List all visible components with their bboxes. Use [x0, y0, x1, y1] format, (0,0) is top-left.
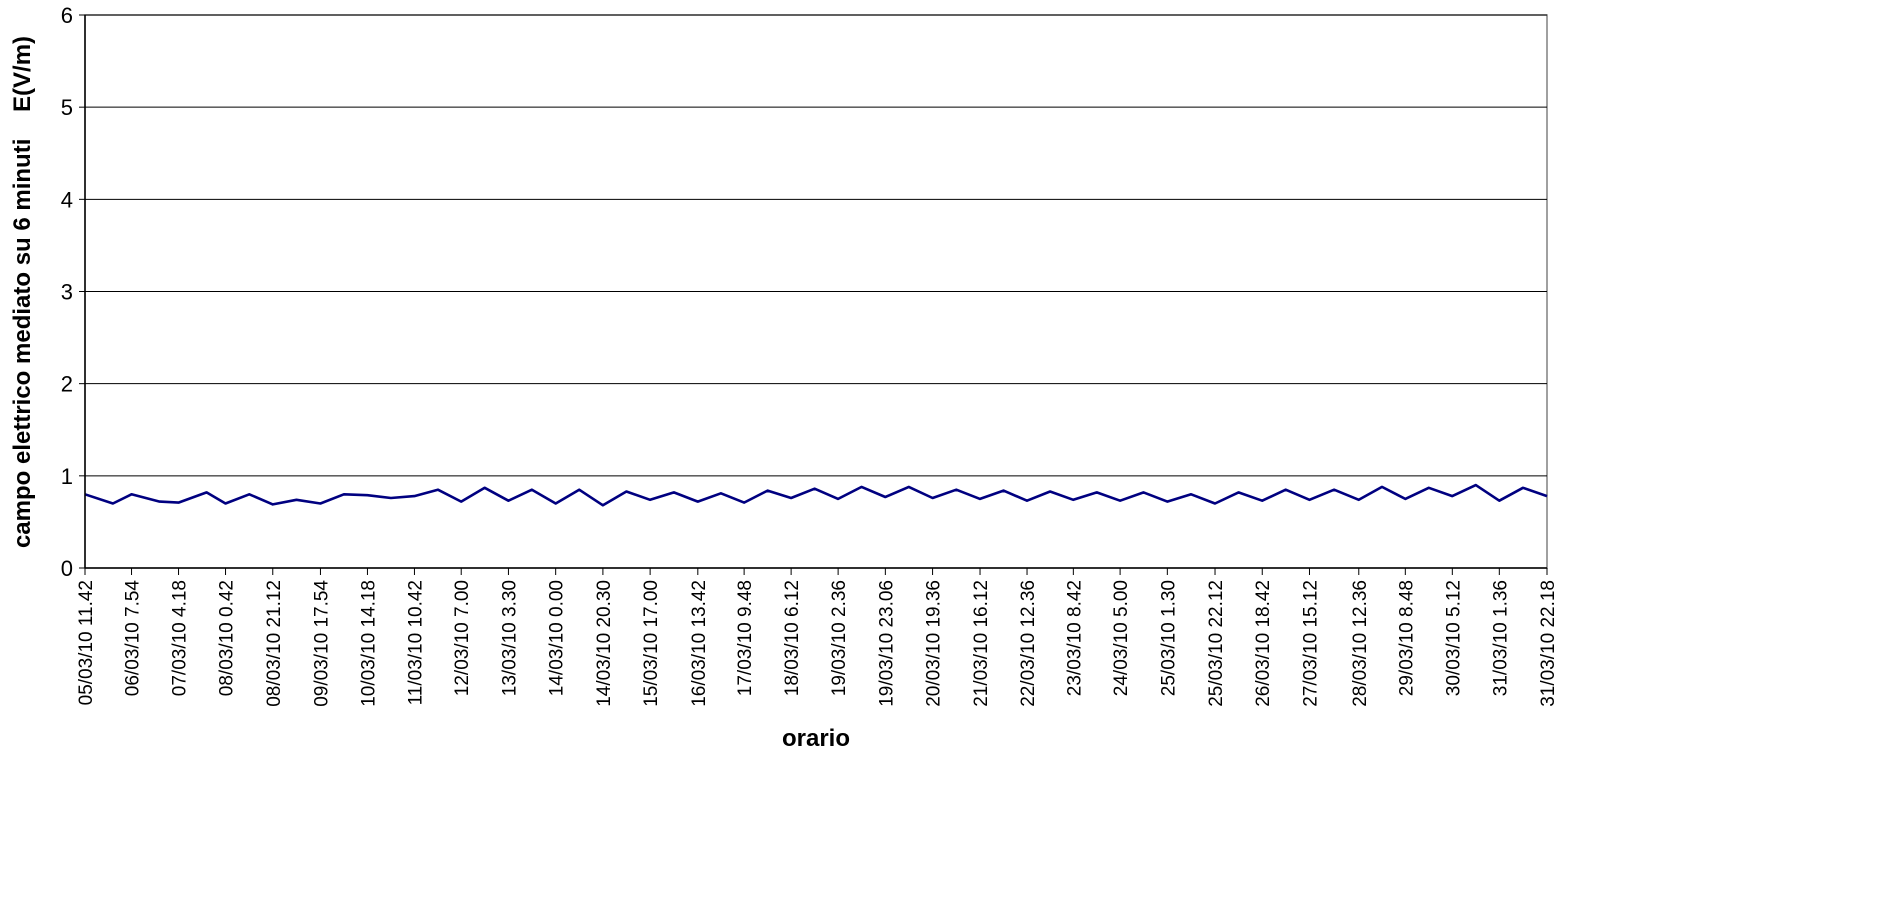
x-tick-label: 09/03/10 17.54: [311, 580, 332, 707]
x-tick-label: 22/03/10 12.36: [1018, 580, 1039, 707]
y-tick-label: 5: [61, 95, 73, 120]
x-tick-label: 05/03/10 11.42: [76, 580, 97, 705]
x-tick-label: 08/03/10 0.42: [217, 580, 238, 696]
x-tick-label: 26/03/10 18.42: [1253, 580, 1274, 707]
x-tick-label: 19/03/10 23.06: [876, 580, 897, 707]
y-tick-label: 3: [61, 280, 73, 305]
x-tick-label: 19/03/10 2.36: [829, 580, 850, 696]
x-tick-label: 23/03/10 8.42: [1064, 580, 1085, 696]
x-tick-label: 14/03/10 20.30: [594, 580, 615, 707]
x-tick-label: 14/03/10 0.00: [547, 580, 568, 696]
x-tick-label: 25/03/10 22.12: [1206, 580, 1227, 707]
x-tick-label: 10/03/10 14.18: [358, 580, 379, 707]
x-tick-label: 20/03/10 19.36: [924, 580, 945, 707]
gridlines: [85, 14, 1547, 477]
y-tick-label: 4: [61, 187, 73, 212]
x-tick-label: 12/03/10 7.00: [452, 580, 473, 696]
x-tick-label: 08/03/10 21.12: [264, 580, 285, 707]
x-tick-label: 17/03/10 9.48: [735, 580, 756, 696]
series-line: [84, 483, 1548, 507]
x-tick-label: 15/03/10 17.00: [641, 580, 662, 707]
y-axis-ticks: 0 1 2 3 4 5 6: [61, 3, 85, 581]
x-tick-label: 24/03/10 5.00: [1111, 580, 1132, 696]
x-tick-label: 16/03/10 13.42: [689, 580, 710, 707]
x-tick-label: 31/03/10 1.36: [1490, 580, 1511, 696]
y-tick-label: 6: [61, 3, 73, 28]
x-tick-label: 28/03/10 12.36: [1350, 580, 1371, 707]
x-tick-label: 18/03/10 6.12: [782, 580, 803, 696]
x-axis-title: orario: [782, 725, 850, 752]
x-tick-label: 27/03/10 15.12: [1300, 580, 1321, 707]
x-tick-label: 29/03/10 8.48: [1396, 580, 1417, 696]
x-axis-ticks: 05/03/10 11.42 06/03/10 7.54 07/03/10 4.18…: [76, 568, 1559, 707]
x-tick-label: 06/03/10 7.54: [123, 580, 144, 697]
x-tick-label: 31/03/10 22.18: [1538, 580, 1559, 707]
x-tick-label: 25/03/10 1.30: [1158, 580, 1179, 696]
y-tick-label: 0: [61, 556, 73, 581]
y-tick-label: 1: [61, 464, 73, 489]
y-tick-label: 2: [61, 372, 73, 397]
x-tick-label: 13/03/10 3.30: [499, 580, 520, 696]
y-axis-title: campo elettrico mediato su 6 minuti E(V/…: [9, 36, 36, 548]
x-tick-label: 30/03/10 5.12: [1443, 580, 1464, 696]
x-tick-label: 07/03/10 4.18: [170, 580, 191, 696]
x-tick-label: 11/03/10 10.42: [405, 580, 426, 705]
x-tick-label: 21/03/10 16.12: [971, 580, 992, 707]
